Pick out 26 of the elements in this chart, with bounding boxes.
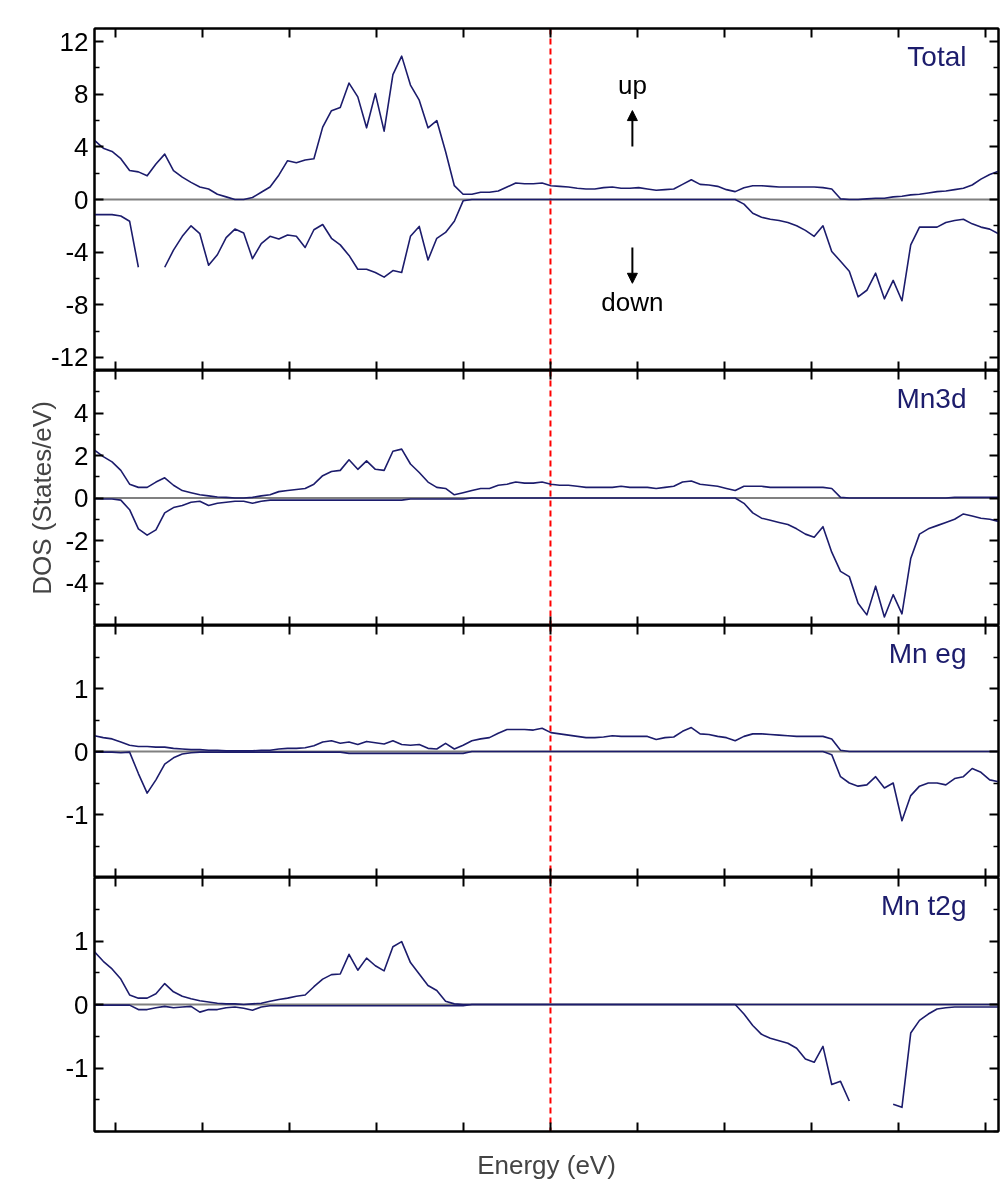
y-tick-label: 0 bbox=[74, 736, 89, 767]
y-tick-label: 1 bbox=[74, 926, 89, 956]
annotation: down bbox=[601, 287, 664, 318]
y-tick-label: -2 bbox=[65, 525, 89, 556]
chart-title: Total bbox=[907, 40, 967, 72]
y-tick-label: 0 bbox=[74, 483, 89, 513]
chart-title: Mn3d bbox=[896, 382, 967, 414]
y-tick-label: -12 bbox=[50, 342, 89, 373]
x-axis-title: Energy (eV) bbox=[477, 1149, 616, 1180]
chart-title: Mn eg bbox=[888, 637, 967, 669]
y-tick-label: 0 bbox=[74, 184, 89, 215]
y-tick-label: -1 bbox=[65, 1053, 89, 1083]
y-axis-title: DOS (States/eV) bbox=[27, 401, 58, 595]
annotation: up bbox=[617, 69, 647, 100]
y-tick-label: 4 bbox=[74, 131, 89, 162]
y-tick-label: 1 bbox=[74, 673, 89, 704]
y-tick-label: -8 bbox=[65, 289, 89, 320]
y-tick-label: -1 bbox=[65, 799, 89, 830]
y-tick-label: -4 bbox=[65, 568, 89, 598]
chart-title: Mn t2g bbox=[880, 889, 967, 921]
y-tick-label: 12 bbox=[59, 26, 89, 57]
y-tick-label: -4 bbox=[65, 237, 89, 268]
y-tick-label: 8 bbox=[74, 79, 89, 110]
y-tick-label: 0 bbox=[74, 989, 89, 1020]
y-tick-label: 4 bbox=[74, 398, 89, 428]
y-tick-label: 2 bbox=[74, 440, 89, 471]
